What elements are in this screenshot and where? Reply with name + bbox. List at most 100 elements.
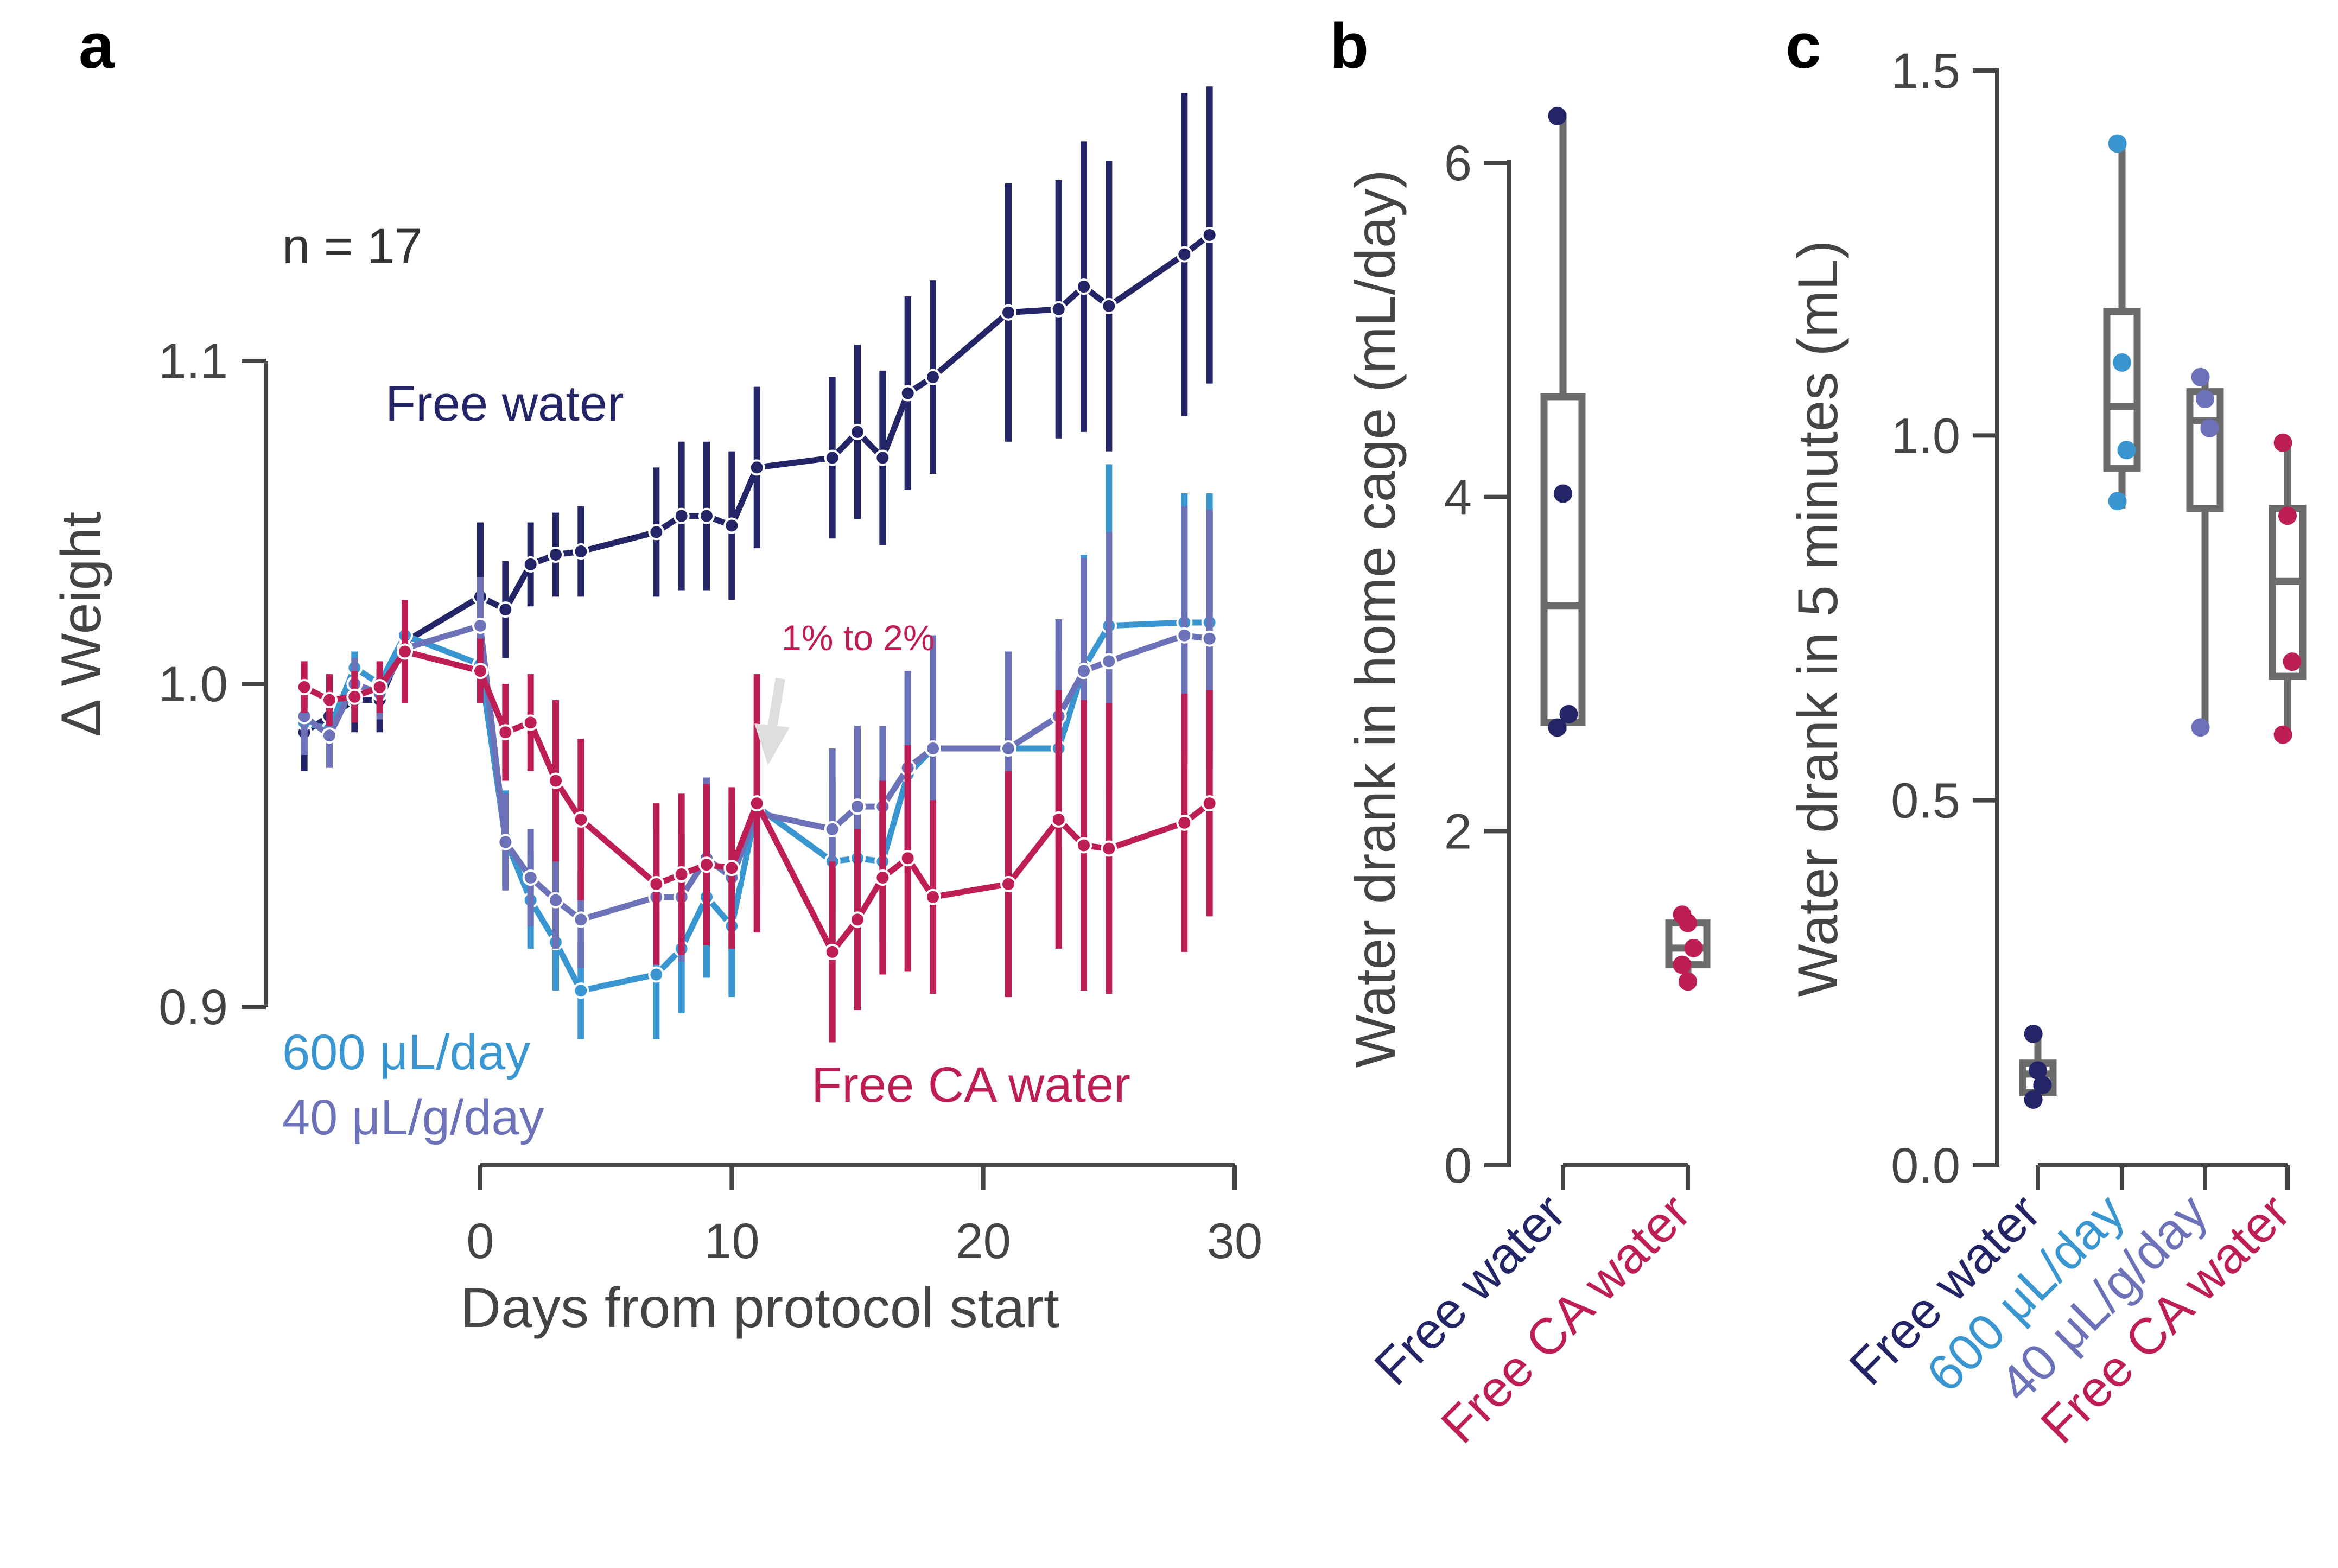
data-point bbox=[1000, 304, 1016, 321]
data-point bbox=[874, 869, 891, 886]
y-tick-label: 1.1 bbox=[158, 334, 228, 389]
data-point bbox=[548, 772, 564, 789]
data-point bbox=[1176, 246, 1193, 263]
y-tick-label: 1.0 bbox=[158, 657, 228, 712]
data-point bbox=[2108, 134, 2127, 153]
data-point bbox=[2108, 492, 2127, 511]
data-point bbox=[2029, 1061, 2047, 1080]
data-point bbox=[849, 911, 866, 928]
y-tick-label: 1.5 bbox=[1891, 43, 1960, 99]
data-point bbox=[673, 866, 690, 883]
data-point bbox=[371, 678, 388, 695]
data-point bbox=[296, 678, 313, 695]
y-tick-label: 0.0 bbox=[1891, 1138, 1960, 1194]
box-free-ca-water bbox=[1665, 905, 1711, 991]
box-iqr bbox=[2103, 308, 2141, 472]
data-point bbox=[573, 911, 589, 928]
switch-annotation: 1% to 2% bbox=[782, 618, 935, 658]
y-tick-label: 0 bbox=[1444, 1138, 1472, 1194]
box-free-water bbox=[2019, 1024, 2057, 1109]
data-point bbox=[497, 834, 514, 850]
data-point bbox=[723, 860, 740, 877]
legend-free-water: Free water bbox=[385, 376, 624, 431]
data-point bbox=[548, 892, 564, 909]
y-tick-label: 1.0 bbox=[1891, 408, 1960, 464]
data-point bbox=[2273, 725, 2292, 744]
y-ticks: 0.9 1.0 1.1 bbox=[158, 334, 266, 1035]
y-tick-label: 0.9 bbox=[158, 980, 228, 1035]
data-point bbox=[648, 875, 665, 892]
data-point bbox=[1201, 630, 1218, 647]
data-point bbox=[824, 449, 841, 466]
data-point bbox=[397, 643, 413, 660]
data-point bbox=[1548, 718, 1567, 737]
x-tick-label: 30 bbox=[1207, 1214, 1262, 1269]
data-point bbox=[1679, 972, 1697, 991]
data-point bbox=[1176, 814, 1193, 831]
data-point bbox=[2283, 652, 2302, 671]
data-point bbox=[522, 869, 539, 886]
x-axis-title: Days from protocol start bbox=[460, 1277, 1059, 1340]
data-point bbox=[925, 369, 941, 385]
data-point bbox=[925, 740, 941, 757]
x-tick-label: 20 bbox=[955, 1214, 1011, 1269]
data-point bbox=[573, 982, 589, 999]
data-point bbox=[1076, 663, 1092, 680]
x-ticks: 0 10 20 30 bbox=[466, 1165, 1262, 1269]
data-point bbox=[1554, 484, 1572, 503]
data-point bbox=[1101, 840, 1117, 857]
data-point bbox=[2113, 353, 2131, 372]
legend-40-ul-g-day: 40 μL/g/day bbox=[282, 1090, 544, 1145]
data-point bbox=[522, 714, 539, 731]
panel-letter-a: a bbox=[79, 10, 115, 82]
data-point bbox=[698, 856, 715, 873]
data-point bbox=[2117, 441, 2136, 460]
data-point bbox=[2024, 1024, 2043, 1043]
data-point bbox=[1679, 913, 1697, 932]
data-point bbox=[648, 524, 665, 541]
box-40-l-g-day bbox=[2186, 367, 2224, 737]
y-axis-title: Water drank in home cage (mL/day) bbox=[1344, 169, 1407, 1068]
data-point bbox=[723, 517, 740, 534]
data-point bbox=[321, 727, 338, 744]
data-point bbox=[2196, 390, 2214, 409]
box-free-water bbox=[1540, 106, 1586, 737]
data-point bbox=[1050, 301, 1067, 318]
panel-letter-c: c bbox=[1786, 10, 1821, 82]
y-axis-title: Δ Weight bbox=[50, 512, 113, 737]
series-line bbox=[302, 232, 1212, 735]
data-point bbox=[346, 688, 363, 705]
y-tick-label: 2 bbox=[1444, 804, 1472, 859]
data-point bbox=[1176, 627, 1193, 644]
switch-arrow bbox=[754, 677, 790, 765]
data-point bbox=[2024, 1090, 2043, 1109]
y-tick-label: 0.5 bbox=[1891, 773, 1960, 829]
data-point bbox=[1201, 795, 1218, 812]
data-point bbox=[849, 798, 866, 815]
y-axis-title: Water drank in 5 minutes (mL) bbox=[1787, 240, 1850, 998]
data-point bbox=[824, 821, 841, 837]
y-ticks: 0.0 0.5 1.0 1.5 bbox=[1891, 43, 1997, 1194]
plot-area bbox=[2019, 134, 2307, 1109]
data-point bbox=[648, 966, 665, 983]
data-point bbox=[748, 795, 765, 812]
data-point bbox=[2273, 433, 2292, 452]
data-point bbox=[1673, 955, 1692, 974]
data-point bbox=[1559, 704, 1578, 723]
data-point bbox=[698, 507, 715, 524]
data-point bbox=[321, 691, 338, 708]
legend-free-ca-water: Free CA water bbox=[811, 1057, 1130, 1113]
data-point bbox=[1076, 278, 1092, 295]
data-point bbox=[673, 507, 690, 524]
plot-area bbox=[296, 86, 1218, 1043]
data-point bbox=[1101, 653, 1117, 670]
box-600-l-day bbox=[2103, 134, 2141, 511]
data-point bbox=[1000, 740, 1016, 757]
data-point bbox=[573, 543, 589, 560]
series-free-ca-water bbox=[296, 600, 1218, 1043]
data-point bbox=[899, 850, 916, 867]
data-point bbox=[497, 724, 514, 741]
